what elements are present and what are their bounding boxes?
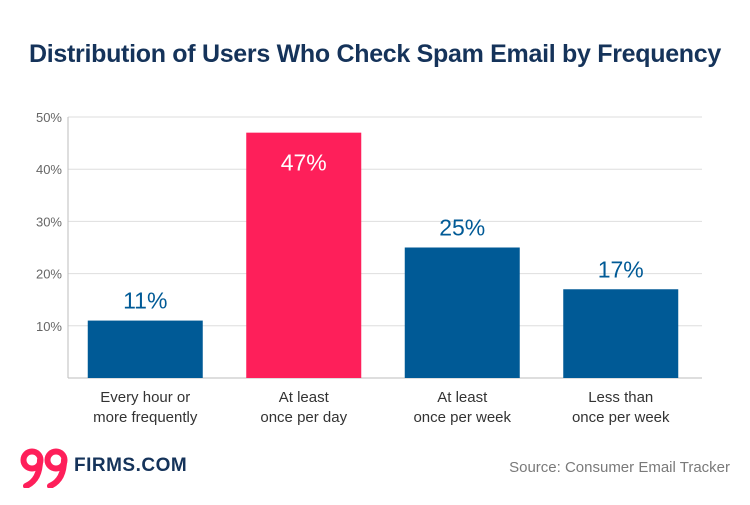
data-label: 11% xyxy=(123,288,167,314)
source-note: Source: Consumer Email Tracker xyxy=(509,459,730,476)
data-label: 47% xyxy=(281,150,327,176)
logo-mark-icon xyxy=(20,448,68,488)
y-tick-label: 40% xyxy=(36,162,62,177)
x-tick-label: once per week xyxy=(413,409,511,426)
bar xyxy=(563,289,679,378)
x-tick-label: once per week xyxy=(572,409,670,426)
chart-title: Distribution of Users Who Check Spam Ema… xyxy=(29,40,721,68)
data-label: 17% xyxy=(598,256,644,282)
x-tick-label: once per day xyxy=(260,409,347,426)
x-tick-label: Less than xyxy=(588,389,653,406)
bar xyxy=(246,132,362,378)
y-tick-label: 50% xyxy=(36,110,62,125)
x-tick-label: At least xyxy=(437,389,488,406)
x-tick-label: more frequently xyxy=(93,409,198,426)
x-tick-label: At least xyxy=(279,389,330,406)
x-tick-label: Every hour or xyxy=(100,389,190,406)
y-tick-label: 20% xyxy=(36,267,62,282)
y-tick-label: 30% xyxy=(36,214,62,229)
logo-text: FIRMS.COM xyxy=(74,455,188,476)
bar xyxy=(87,320,203,378)
y-tick-label: 10% xyxy=(36,319,62,334)
bar xyxy=(404,247,520,378)
data-label: 25% xyxy=(439,215,485,241)
